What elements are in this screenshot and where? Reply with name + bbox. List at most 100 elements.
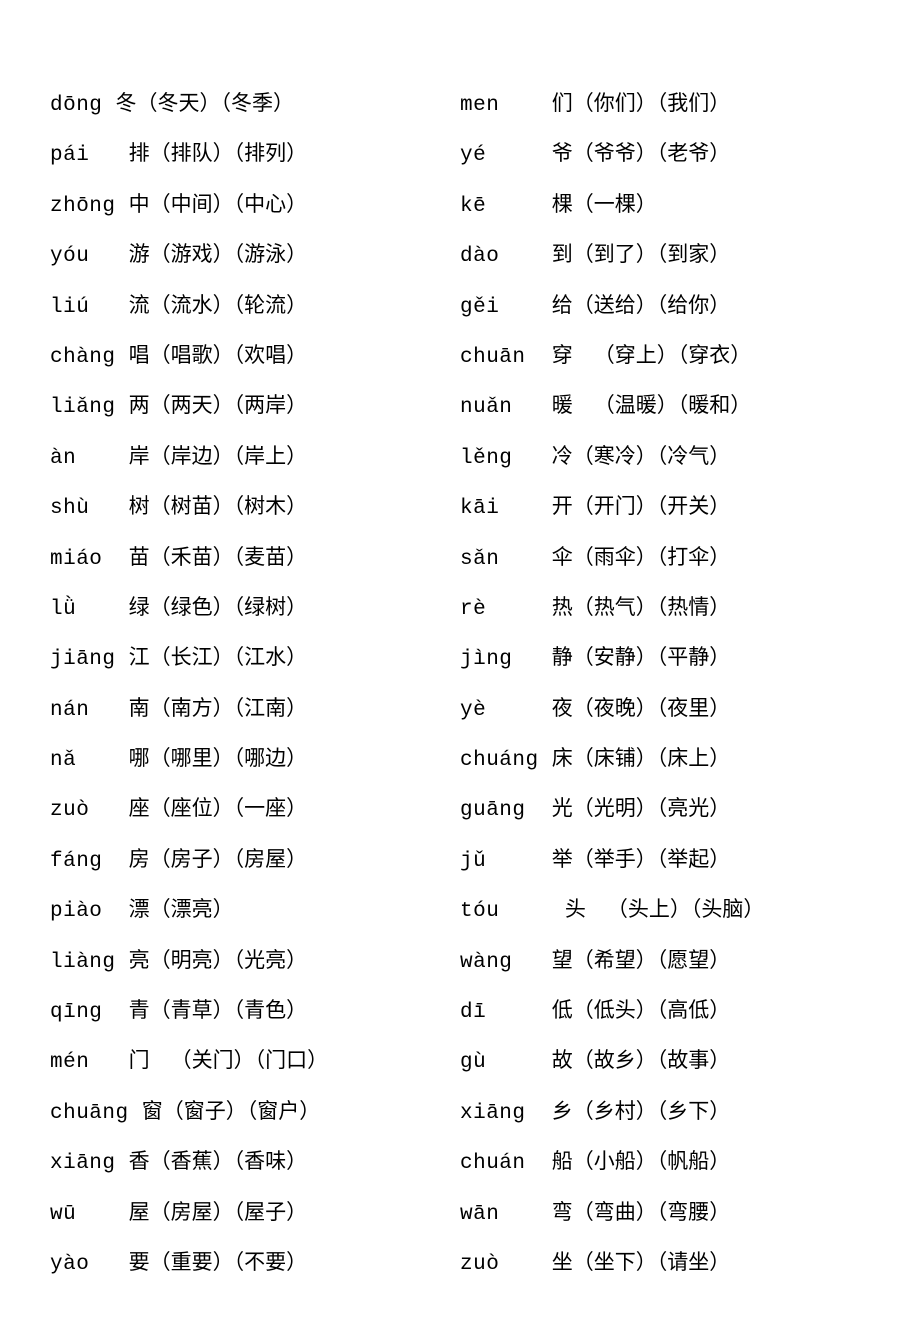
pinyin: jìng: [460, 635, 552, 685]
vocab-entry: fáng 房（房子）（房屋）: [50, 834, 460, 884]
hanzi: 窗: [142, 1086, 163, 1136]
example-words: （重要）（不要）: [150, 1237, 308, 1287]
vocab-entry: liàng 亮（明亮）（光亮）: [50, 935, 460, 985]
example-words: （低头）（高低）: [573, 985, 731, 1035]
pinyin: gù: [460, 1038, 552, 1088]
pinyin: miáo: [50, 535, 129, 585]
vocab-entry: jiāng 江（长江）（江水）: [50, 632, 460, 682]
hanzi: 穿: [552, 330, 594, 380]
pinyin: shù: [50, 484, 129, 534]
pinyin: lǜ: [50, 585, 129, 635]
example-words: （冬天）（冬季）: [137, 78, 295, 128]
pinyin: piào: [50, 887, 129, 937]
pinyin: wàng: [460, 938, 552, 988]
hanzi: 静: [552, 632, 573, 682]
vocab-entry: jìng 静（安静）（平静）: [460, 632, 870, 682]
hanzi: 要: [129, 1237, 150, 1287]
hanzi: 江: [129, 632, 150, 682]
vocab-entry: nuǎn 暖 （温暖）（暖和）: [460, 380, 870, 430]
vocab-entry: yóu 游（游戏）（游泳）: [50, 229, 460, 279]
pinyin: wān: [460, 1190, 552, 1240]
example-words: （树苗）（树木）: [150, 481, 308, 531]
vocab-entry: dī 低（低头）（高低）: [460, 985, 870, 1035]
hanzi: 两: [129, 380, 150, 430]
hanzi: 头: [565, 884, 607, 934]
vocab-entry: kē 棵（一棵）: [460, 179, 870, 229]
hanzi: 香: [129, 1136, 150, 1186]
example-words: （游戏）（游泳）: [150, 229, 308, 279]
hanzi: 夜: [552, 683, 573, 733]
example-words: （香蕉）（香味）: [150, 1136, 308, 1186]
pinyin: pái: [50, 131, 129, 181]
example-words: （光明）（亮光）: [573, 783, 731, 833]
vocab-entry: yé 爷（爷爷）（老爷）: [460, 128, 870, 178]
hanzi: 苗: [129, 532, 150, 582]
example-words: （小船）（帆船）: [573, 1136, 731, 1186]
vocab-entry: gù 故（故乡）（故事）: [460, 1035, 870, 1085]
example-words: （唱歌）（欢唱）: [150, 330, 308, 380]
hanzi: 们: [552, 78, 573, 128]
example-words: （流水）（轮流）: [150, 280, 308, 330]
example-words: （绿色）（绿树）: [150, 582, 308, 632]
example-words: （岸边）（岸上）: [150, 431, 308, 481]
hanzi: 暖: [552, 380, 594, 430]
hanzi: 中: [129, 179, 150, 229]
hanzi: 冷: [552, 431, 573, 481]
example-words: （一棵）: [573, 179, 657, 229]
hanzi: 绿: [129, 582, 150, 632]
hanzi: 给: [552, 280, 573, 330]
example-words: （哪里）（哪边）: [150, 733, 308, 783]
example-words: （坐下）（请坐）: [573, 1237, 731, 1287]
vocab-entry: mén 门 （关门）（门口）: [50, 1035, 460, 1085]
example-words: （雨伞）（打伞）: [573, 532, 731, 582]
example-words: （安静）（平静）: [573, 632, 731, 682]
pinyin: kē: [460, 182, 552, 232]
vocab-entry: men 们（你们）（我们）: [460, 78, 870, 128]
vocab-entry: gěi 给（送给）（给你）: [460, 280, 870, 330]
pinyin: chuāng: [50, 1089, 142, 1139]
example-words: （乡村）（乡下）: [573, 1086, 731, 1136]
hanzi: 弯: [552, 1187, 573, 1237]
hanzi: 坐: [552, 1237, 573, 1287]
pinyin: lěng: [460, 434, 552, 484]
hanzi: 到: [552, 229, 573, 279]
vocab-entry: qīng 青（青草）（青色）: [50, 985, 460, 1035]
pinyin: mén: [50, 1038, 129, 1088]
pinyin: chuān: [460, 333, 552, 383]
vocab-entry: àn 岸（岸边）（岸上）: [50, 431, 460, 481]
pinyin: àn: [50, 434, 129, 484]
pinyin: nǎ: [50, 736, 129, 786]
vocab-entry: liǎng 两（两天）（两岸）: [50, 380, 460, 430]
columns-wrapper: dōng 冬（冬天）（冬季）pái 排（排队）（排列）zhōng 中（中间）（中…: [50, 78, 870, 1287]
example-words: （漂亮）: [150, 884, 234, 934]
example-words: （头上）（头脑）: [607, 884, 765, 934]
example-words: （穿上）（穿衣）: [594, 330, 752, 380]
vocab-entry: nǎ 哪（哪里）（哪边）: [50, 733, 460, 783]
hanzi: 亮: [129, 935, 150, 985]
hanzi: 低: [552, 985, 573, 1035]
vocab-entry: liú 流（流水）（轮流）: [50, 280, 460, 330]
example-words: （排队）（排列）: [150, 128, 308, 178]
example-words: （明亮）（光亮）: [150, 935, 308, 985]
vocab-entry: nán 南（南方）（江南）: [50, 683, 460, 733]
vocab-entry: rè 热（热气）（热情）: [460, 582, 870, 632]
example-words: （举手）（举起）: [573, 834, 731, 884]
vocab-entry: guāng 光（光明）（亮光）: [460, 783, 870, 833]
vocab-entry: chàng 唱（唱歌）（欢唱）: [50, 330, 460, 380]
page: dōng 冬（冬天）（冬季）pái 排（排队）（排列）zhōng 中（中间）（中…: [0, 0, 920, 1327]
hanzi: 排: [129, 128, 150, 178]
vocab-entry: yè 夜（夜晚）（夜里）: [460, 683, 870, 733]
example-words: （禾苗）（麦苗）: [150, 532, 308, 582]
pinyin: liǎng: [50, 383, 129, 433]
pinyin: qīng: [50, 988, 129, 1038]
pinyin: xiāng: [50, 1139, 129, 1189]
example-words: （青草）（青色）: [150, 985, 308, 1035]
example-words: （寒冷）（冷气）: [573, 431, 731, 481]
pinyin: chàng: [50, 333, 129, 383]
hanzi: 故: [552, 1035, 573, 1085]
vocab-entry: lǜ 绿（绿色）（绿树）: [50, 582, 460, 632]
example-words: （窗子）（窗户）: [163, 1086, 321, 1136]
example-words: （爷爷）（老爷）: [573, 128, 731, 178]
example-words: （弯曲）（弯腰）: [573, 1187, 731, 1237]
vocab-entry: yào 要（重要）（不要）: [50, 1237, 460, 1287]
